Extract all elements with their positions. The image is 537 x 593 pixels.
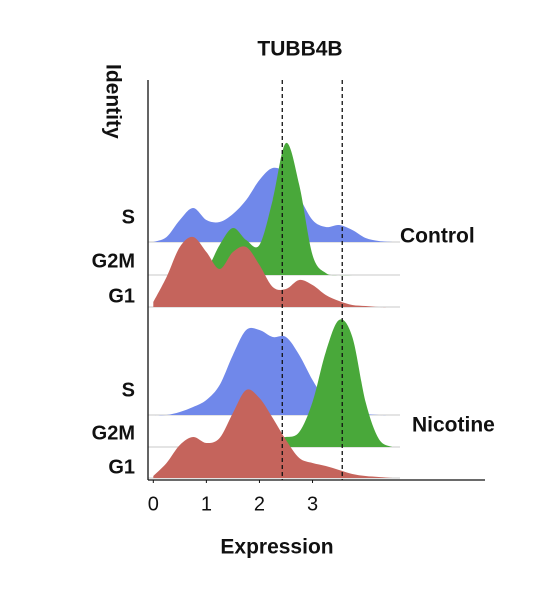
y-axis-label: Identity xyxy=(101,64,124,139)
x-tick-label: 3 xyxy=(307,493,318,515)
row-label: S xyxy=(122,206,135,228)
x-tick-label: 2 xyxy=(254,493,265,515)
x-axis-label: Expression xyxy=(220,536,333,559)
row-label: G1 xyxy=(108,456,135,478)
density-ridge xyxy=(153,142,393,276)
row-label: G1 xyxy=(108,285,135,307)
chart-title: TUBB4B xyxy=(257,38,342,61)
x-tick-label: 0 xyxy=(148,493,159,515)
x-tick-label: 1 xyxy=(201,493,212,515)
density-ridge xyxy=(153,236,393,308)
row-label: G2M xyxy=(92,422,135,444)
row-label: G2M xyxy=(92,250,135,272)
density-ridge xyxy=(153,319,393,448)
group-label: Nicotine xyxy=(412,414,495,437)
group-label: Control xyxy=(400,225,475,248)
row-label: S xyxy=(122,379,135,401)
density-ridge xyxy=(153,327,393,416)
density-ridge xyxy=(153,389,393,478)
